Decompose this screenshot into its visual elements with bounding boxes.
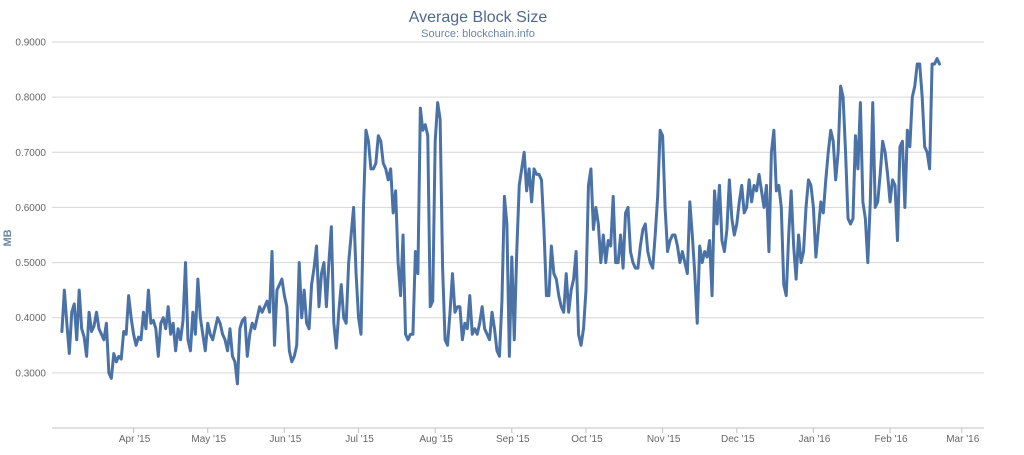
y-tick-label: 0.9000 — [15, 38, 46, 49]
x-tick-label: Feb '16 — [875, 434, 908, 445]
y-tick-label: 0.6000 — [15, 203, 46, 214]
x-axis-ticks: Apr '15 May '15 Jun '15 Jul '15 Aug '15 Sep '… — [119, 428, 980, 445]
x-tick-label: Jul '15 — [345, 434, 374, 445]
x-tick-label: Nov '15 — [647, 434, 681, 445]
y-axis-title: MB — [2, 229, 14, 246]
chart-subtitle: Source: blockchain.info — [421, 28, 535, 40]
x-tick-label: Jun '15 — [269, 434, 301, 445]
x-tick-label: Mar '16 — [946, 434, 979, 445]
y-tick-label: 0.7000 — [15, 148, 46, 159]
x-tick-label: Oct '15 — [571, 434, 603, 445]
y-gridlines — [52, 41, 984, 374]
y-axis-tick-labels: 0.3000 0.4000 0.5000 0.6000 0.7000 0.8000 0.90… — [15, 38, 46, 380]
x-tick-label: Dec '15 — [721, 434, 755, 445]
y-tick-label: 0.8000 — [15, 93, 46, 104]
y-tick-label: 0.4000 — [15, 313, 46, 324]
y-tick-label: 0.3000 — [15, 368, 46, 379]
x-tick-label: Apr '15 — [119, 434, 151, 445]
series-group — [60, 57, 941, 386]
x-tick-label: Jan '16 — [798, 434, 830, 445]
x-tick-label: May '15 — [191, 434, 226, 445]
x-tick-label: Sep '15 — [496, 434, 530, 445]
chart-title: Average Block Size — [409, 9, 548, 26]
series-line — [60, 57, 941, 386]
x-tick-label: Aug '15 — [419, 434, 453, 445]
y-tick-label: 0.5000 — [15, 258, 46, 269]
